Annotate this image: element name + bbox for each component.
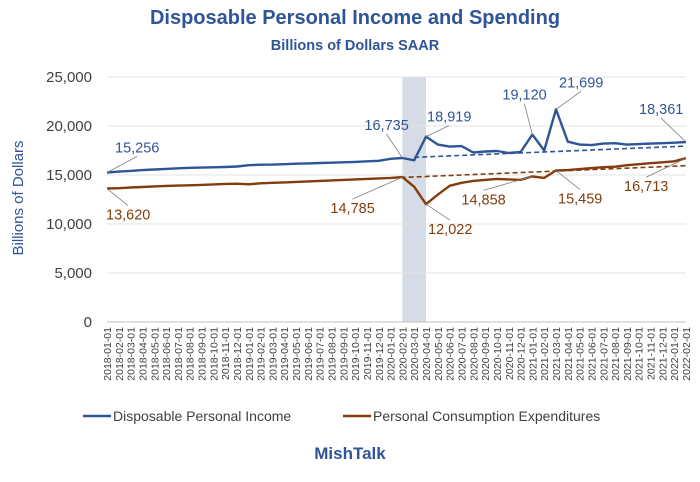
x-tick-label: 2019-08-01 <box>327 327 339 381</box>
x-tick-label: 2019-05-01 <box>291 327 303 381</box>
x-tick-label: 2020-04-01 <box>421 327 433 381</box>
y-tick-label: 5,000 <box>54 265 92 282</box>
x-tick-label: 2020-05-01 <box>433 327 445 381</box>
x-tick-label: 2021-11-01 <box>646 327 658 380</box>
x-tick-label: 2019-09-01 <box>338 327 350 381</box>
line-disposable-personal-income <box>106 108 687 174</box>
x-tick-label: 2019-01-01 <box>244 327 256 381</box>
y-tick-label: 10,000 <box>46 216 92 233</box>
annotation-leader <box>645 157 687 178</box>
x-tick-label: 2021-04-01 <box>563 327 575 381</box>
x-tick-label: 2020-02-01 <box>397 327 409 381</box>
annotation-leader <box>660 117 687 143</box>
x-tick-label: 2019-11-01 <box>362 327 374 380</box>
x-tick-label: 2021-05-01 <box>575 327 587 381</box>
x-tick-label: 2018-02-01 <box>114 327 126 381</box>
chart-title: Disposable Personal Income and Spending <box>150 7 560 29</box>
x-tick-label: 2020-06-01 <box>445 327 457 381</box>
x-tick-label: 2018-09-01 <box>197 327 209 381</box>
x-tick-label: 2021-09-01 <box>622 327 634 381</box>
trendline <box>414 145 687 159</box>
x-tick-label: 2021-08-01 <box>610 327 622 381</box>
x-tick-label: 2020-10-01 <box>492 327 504 381</box>
x-tick-label: 2018-05-01 <box>149 327 161 381</box>
x-tick-label: 2021-12-01 <box>657 327 669 381</box>
x-tick-label: 2018-03-01 <box>126 327 138 381</box>
x-tick-label: 2020-09-01 <box>480 327 492 381</box>
x-tick-label: 2021-07-01 <box>598 327 610 381</box>
x-tick-label: 2019-03-01 <box>267 327 279 381</box>
annotation-leader <box>352 176 403 200</box>
x-tick-label: 2018-04-01 <box>137 327 149 381</box>
x-tick-label: 2018-07-01 <box>173 327 185 381</box>
x-tick-label: 2022-01-01 <box>669 327 681 381</box>
data-label: 14,785 <box>330 201 374 217</box>
x-tick-label: 2019-04-01 <box>279 327 291 381</box>
data-label: 18,361 <box>639 102 683 118</box>
annotation-leader <box>106 156 138 173</box>
data-label: 15,256 <box>115 140 159 156</box>
annotation-leader <box>555 170 581 190</box>
x-tick-label: 2020-08-01 <box>468 327 480 381</box>
x-tick-label: 2021-01-01 <box>527 327 539 381</box>
plot-area: 0 5,000 10,000 15,000 20,000 25,000 2018-01-01… <box>46 69 693 381</box>
x-tick-label: 2019-06-01 <box>303 327 315 381</box>
data-label: 18,919 <box>427 110 471 126</box>
legend-label: Disposable Personal Income <box>113 408 291 424</box>
x-tick-label: 2021-06-01 <box>586 327 598 381</box>
annotation-leader <box>386 133 403 159</box>
y-tick-label: 25,000 <box>46 69 92 86</box>
x-tick-label: 2020-12-01 <box>516 327 528 381</box>
x-tick-label: 2021-02-01 <box>539 327 551 381</box>
legend-label: Personal Consumption Expenditures <box>373 408 600 424</box>
x-tick-label: 2018-06-01 <box>161 327 173 381</box>
data-label: 19,120 <box>502 88 546 104</box>
footer-mishtalk: MishTalk <box>314 444 386 463</box>
x-tick-label: 2018-11-01 <box>220 327 232 380</box>
x-tick-label: 2018-12-01 <box>232 327 244 381</box>
data-label: 15,459 <box>558 192 602 208</box>
x-tick-label: 2020-11-01 <box>504 327 516 380</box>
x-tick-label: 2019-10-01 <box>350 327 362 381</box>
x-tick-label: 2019-07-01 <box>315 327 327 381</box>
x-tick-label: 2020-07-01 <box>456 327 468 381</box>
x-tick-label: 2019-02-01 <box>256 327 268 381</box>
recession-shading <box>402 77 427 322</box>
annotation-leader <box>425 203 451 221</box>
data-label: 16,713 <box>624 179 668 195</box>
x-tick-label: 2018-10-01 <box>208 327 220 381</box>
annotation-leader <box>106 188 129 206</box>
data-label: 21,699 <box>559 75 603 91</box>
y-axis-label: Billions of Dollars <box>10 140 27 255</box>
x-tick-label: 2021-10-01 <box>634 327 646 381</box>
y-tick-label: 15,000 <box>46 167 92 184</box>
y-tick-label: 20,000 <box>46 118 92 135</box>
x-tick-label: 2020-03-01 <box>409 327 421 381</box>
data-label: 12,022 <box>428 222 472 238</box>
annotation-leader <box>555 91 582 110</box>
annotation-leader <box>425 125 450 137</box>
annotation-leader <box>524 103 533 135</box>
data-label: 16,735 <box>364 118 408 134</box>
x-tick-label: 2018-08-01 <box>185 327 197 381</box>
x-tick-label: 2021-03-01 <box>551 327 563 381</box>
line-personal-consumption-expenditures <box>106 157 687 206</box>
data-label: 13,620 <box>106 208 150 224</box>
annotation-leader <box>483 176 533 191</box>
x-tick-label: 2019-12-01 <box>374 327 386 381</box>
x-tick-label: 2020-01-01 <box>386 327 398 381</box>
y-tick-label: 0 <box>84 314 92 331</box>
chart-subtitle: Billions of Dollars SAAR <box>271 38 440 54</box>
x-tick-label: 2022-02-01 <box>681 327 693 381</box>
legend: Disposable Personal Income Personal Consu… <box>83 408 600 424</box>
data-label: 14,858 <box>461 192 505 208</box>
x-tick-label: 2018-01-01 <box>102 327 114 381</box>
